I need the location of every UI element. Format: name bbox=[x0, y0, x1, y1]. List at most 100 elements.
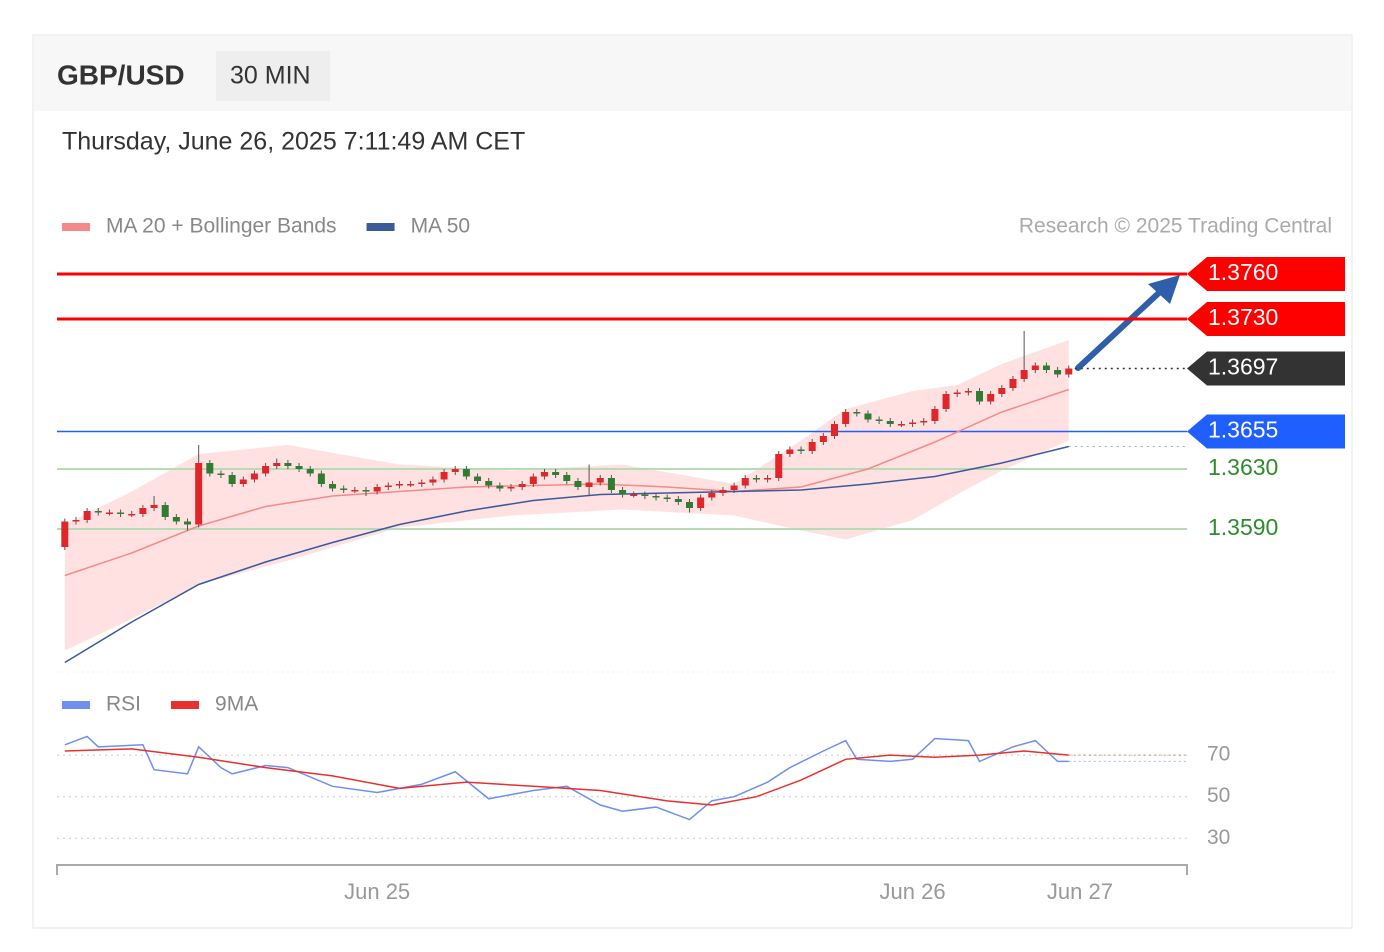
candle-body bbox=[440, 472, 448, 480]
x-axis bbox=[56, 864, 1188, 875]
forecast-arrow bbox=[1075, 287, 1165, 371]
candle-body bbox=[61, 521, 69, 547]
candle-body bbox=[395, 484, 403, 486]
candle-body bbox=[875, 419, 883, 421]
candle-body bbox=[630, 494, 638, 496]
candle-body bbox=[150, 505, 158, 508]
candle-body bbox=[775, 454, 783, 478]
candle-body bbox=[741, 478, 749, 486]
level-label: 1.3697 bbox=[1208, 354, 1278, 380]
candle-body bbox=[295, 466, 303, 469]
candle-body bbox=[819, 436, 827, 442]
x-tick-label: Jun 27 bbox=[1047, 879, 1113, 904]
legend-swatch bbox=[62, 701, 90, 709]
candle-body bbox=[730, 485, 738, 490]
candle-body bbox=[239, 479, 247, 484]
candle-body bbox=[284, 463, 292, 466]
date: Thursday, June 26, 2025 7:11:49 AM CET bbox=[62, 128, 525, 156]
y-tick-label: 70 bbox=[1207, 743, 1230, 766]
x-tick-label: Jun 25 bbox=[344, 879, 410, 904]
candle-body bbox=[697, 497, 705, 508]
candle-body bbox=[752, 478, 760, 480]
candle-body bbox=[585, 482, 593, 487]
rsi-line bbox=[64, 735, 1069, 821]
level-tag bbox=[1187, 414, 1345, 449]
candle-body bbox=[529, 476, 537, 484]
legend-label: RSI bbox=[106, 693, 141, 716]
candle-body bbox=[161, 505, 169, 517]
level-tag bbox=[1187, 302, 1345, 336]
candle-body bbox=[563, 475, 571, 481]
candle-body bbox=[407, 484, 415, 486]
legend-label: 9MA bbox=[215, 693, 258, 716]
candle-body bbox=[1054, 370, 1062, 375]
ma-line bbox=[64, 445, 1069, 664]
candle-body bbox=[1020, 370, 1028, 379]
symbol: GBP/USD bbox=[57, 59, 185, 90]
candle-body bbox=[228, 475, 236, 484]
candle-body bbox=[317, 473, 325, 484]
candle-body bbox=[942, 394, 950, 409]
candle-body bbox=[384, 485, 392, 487]
candle-body bbox=[451, 469, 459, 472]
candle-body bbox=[72, 520, 80, 522]
y-tick-label: 30 bbox=[1207, 826, 1230, 849]
candle-body bbox=[340, 488, 348, 490]
legend-label: MA 50 bbox=[411, 215, 471, 238]
candle-body bbox=[685, 502, 693, 508]
candle-body bbox=[217, 473, 225, 475]
candle-body bbox=[786, 449, 794, 454]
candle-body bbox=[920, 421, 928, 423]
level-label: 1.3590 bbox=[1208, 514, 1278, 540]
candle-body bbox=[373, 487, 381, 492]
candle-body bbox=[351, 490, 359, 492]
candle-body bbox=[808, 442, 816, 451]
level-tag bbox=[1187, 257, 1345, 291]
candle-body bbox=[1042, 365, 1050, 370]
candle-body bbox=[764, 478, 772, 480]
candle-body bbox=[250, 473, 258, 480]
candle-body bbox=[931, 409, 939, 421]
legend-label: MA 20 + Bollinger Bands bbox=[106, 215, 337, 238]
candle-body bbox=[886, 421, 894, 424]
candle-body bbox=[195, 463, 203, 525]
candle-body bbox=[139, 508, 147, 514]
y-tick-label: 50 bbox=[1207, 784, 1230, 807]
candle-body bbox=[719, 490, 727, 493]
interval-badge bbox=[216, 51, 330, 101]
candle-body bbox=[83, 511, 91, 520]
candle-body bbox=[507, 487, 515, 489]
candle-body bbox=[273, 463, 281, 466]
candle-body bbox=[652, 496, 660, 498]
level-label: 1.3760 bbox=[1208, 259, 1278, 285]
candle-body bbox=[987, 394, 995, 402]
candle-body bbox=[641, 494, 649, 496]
level-label: 1.3730 bbox=[1208, 304, 1278, 330]
candle-body bbox=[976, 391, 984, 402]
candle-body bbox=[574, 481, 582, 487]
rsi-line bbox=[64, 748, 1069, 806]
candle-body bbox=[998, 388, 1006, 394]
candle-body bbox=[262, 466, 270, 474]
candle-body bbox=[172, 517, 180, 522]
candle-body bbox=[552, 472, 560, 475]
ma-line bbox=[64, 388, 1069, 577]
x-tick-label: Jun 26 bbox=[880, 879, 946, 904]
candle-body bbox=[105, 512, 113, 514]
candle-body bbox=[864, 413, 872, 420]
candle-body bbox=[462, 469, 470, 477]
candle-body bbox=[1031, 365, 1039, 370]
candle-body bbox=[518, 484, 526, 487]
candle-body bbox=[117, 512, 125, 514]
candle-body bbox=[184, 521, 192, 525]
legend-swatch bbox=[62, 223, 90, 231]
candle-body bbox=[596, 478, 604, 483]
candle-body bbox=[94, 511, 102, 513]
candle-body bbox=[607, 478, 615, 490]
candle-body bbox=[496, 485, 504, 489]
candle-body bbox=[306, 469, 314, 474]
forecast-arrowhead bbox=[1148, 275, 1180, 304]
candle-body bbox=[619, 490, 627, 495]
candle-body bbox=[897, 424, 905, 426]
